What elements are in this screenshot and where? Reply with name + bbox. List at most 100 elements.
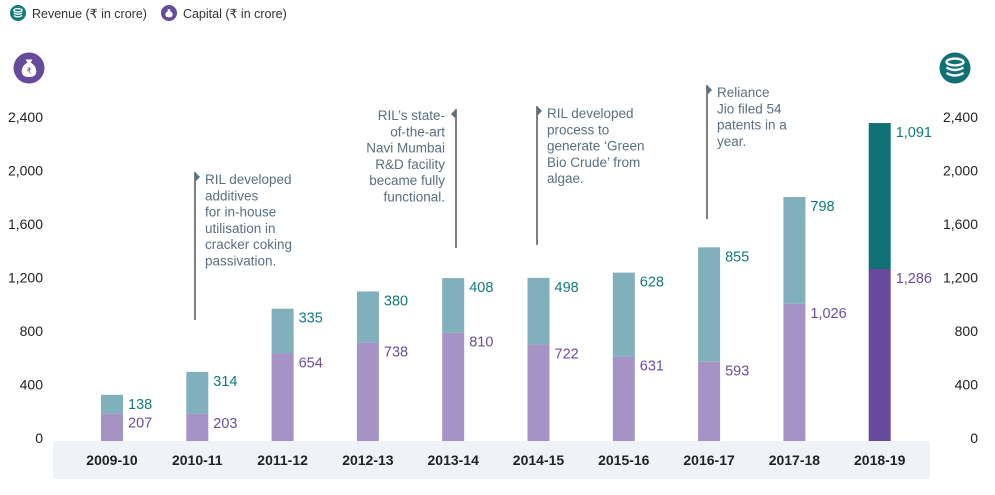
data-label-revenue: 335	[299, 311, 323, 327]
bar-capital	[527, 344, 550, 441]
annotation-line-text: RIL’s state-	[378, 108, 445, 123]
bar-capital	[698, 361, 721, 441]
y-tick-label-left: 1,200	[8, 270, 43, 286]
annotation-line-text: became fully	[369, 173, 445, 188]
y-tick-label-left: 0	[35, 430, 43, 446]
coins-stack-icon	[10, 5, 26, 21]
coins-stack-icon	[939, 52, 971, 84]
annotation-line-text: cracker coking	[205, 237, 292, 252]
x-axis-band	[53, 441, 930, 479]
data-label-revenue: 380	[384, 293, 408, 309]
x-tick-label: 2018-19	[854, 452, 906, 468]
bar-revenue	[527, 277, 550, 345]
x-tick-label: 2015-16	[598, 452, 650, 468]
annotation-line-text: year.	[717, 134, 746, 149]
data-label-capital: 593	[725, 364, 749, 380]
data-label-capital: 1,026	[810, 306, 846, 322]
x-tick-label: 2010-11	[172, 452, 223, 468]
bar-revenue	[356, 291, 379, 343]
y-tick-label-right: 1,200	[943, 270, 978, 286]
annotation-line-text: algae.	[547, 171, 584, 186]
y-tick-label-left: 1,600	[8, 216, 43, 232]
y-tick-label-right: 400	[955, 377, 979, 393]
annotation-arrow-icon	[537, 106, 542, 116]
bar-capital	[186, 413, 209, 441]
annotation-line-text: R&D facility	[375, 157, 445, 172]
x-tick-label: 2014-15	[513, 452, 565, 468]
annotation-line-text: RIL developed	[547, 106, 634, 121]
bar-capital	[101, 413, 123, 441]
x-tick-label: 2013-14	[428, 452, 480, 468]
annotation-line-text: utilisation in	[205, 221, 276, 236]
y-tick-label-left: 2,400	[8, 109, 43, 125]
bar-revenue	[783, 197, 806, 304]
annotation-line-text: functional.	[383, 190, 445, 205]
annotation-arrow-icon	[451, 109, 456, 119]
annotation-line-text: patents in a	[717, 118, 787, 133]
legend-label-capital: Capital (₹ in crore)	[182, 6, 287, 21]
bar-capital	[868, 268, 891, 441]
bars: 138 207 314 203 335 654 380 738 408 810 498 722 628 6…	[101, 123, 932, 441]
bar-capital	[783, 303, 806, 441]
annotation-text: RIL developed additives for in-house utilis…	[205, 172, 292, 269]
data-label-revenue: 498	[555, 280, 579, 296]
annotation: RIL’s state-of-the-art Navi Mumbai R&D fac…	[366, 108, 457, 248]
y-tick-label-left: 2,000	[8, 163, 43, 179]
bar-capital	[356, 342, 379, 441]
data-label-capital: 810	[469, 335, 493, 351]
data-label-capital: 631	[640, 359, 664, 375]
data-label-revenue: 628	[640, 275, 664, 291]
annotation-line-text: generate ‘Green	[547, 139, 645, 154]
bar-revenue	[698, 247, 721, 362]
legend-item-capital: Capital (₹ in crore)	[160, 5, 287, 21]
data-label-capital: 654	[299, 356, 323, 372]
x-tick-label: 2011-12	[257, 452, 308, 468]
x-tick-label: 2009-10	[86, 452, 138, 468]
svg-text:₹: ₹	[26, 67, 31, 76]
annotation-line-text: for in-house	[205, 205, 276, 220]
data-label-revenue: 1,091	[896, 125, 932, 141]
annotation-line-text: Bio Crude’ from	[547, 155, 640, 170]
bar-revenue	[101, 394, 123, 414]
annotation: RIL developed additives for in-house utilis…	[194, 172, 292, 320]
data-label-revenue: 314	[213, 374, 237, 390]
y-tick-label-right: 1,600	[943, 216, 978, 232]
bar-capital	[612, 356, 635, 441]
annotation-arrow-icon	[195, 172, 200, 182]
annotation-text: RIL developed process to generate ‘Green Bi…	[547, 106, 645, 186]
annotation-line-text: of-the-art	[390, 124, 445, 139]
data-label-capital: 738	[384, 344, 408, 360]
annotation-arrow-icon	[707, 85, 712, 95]
annotation-line-text: RIL developed	[205, 172, 292, 187]
bar-revenue	[271, 308, 294, 354]
data-label-revenue: 855	[725, 249, 749, 265]
data-label-capital: 1,286	[896, 271, 932, 287]
legend-item-revenue: Revenue (₹ in crore)	[10, 5, 147, 21]
annotation-line-text: Navi Mumbai	[366, 141, 445, 156]
x-tick-label: 2016-17	[683, 452, 735, 468]
data-label-capital: 207	[128, 415, 152, 431]
y-tick-label-right: 0	[970, 430, 978, 446]
y-tick-label-right: 2,400	[943, 109, 978, 125]
bar-revenue	[442, 278, 465, 333]
data-label-capital: 203	[213, 416, 237, 432]
annotation-line-text: Jio filed 54	[717, 101, 782, 116]
data-label-capital: 722	[555, 346, 579, 362]
bar-revenue	[612, 272, 635, 357]
bar-capital	[442, 332, 465, 441]
bar-revenue	[868, 123, 891, 269]
annotation-line-text: additives	[205, 188, 259, 203]
annotation-text: RIL’s state-of-the-art Navi Mumbai R&D fac…	[366, 108, 445, 205]
x-tick-label: 2017-18	[769, 452, 821, 468]
y-axis-right: 0 400 800 1,200 1,600 2,000 2,400	[943, 109, 978, 446]
data-label-revenue: 138	[128, 397, 152, 413]
x-tick-label: 2012-13	[342, 452, 394, 468]
data-label-revenue: 798	[810, 199, 834, 215]
money-bag-icon	[160, 5, 177, 21]
bar-capital	[271, 353, 294, 441]
annotation: RIL developed process to generate ‘Green Bi…	[536, 106, 645, 245]
annotation-line-text: Reliance	[717, 85, 770, 100]
annotations: RIL developed additives for in-house utilis…	[194, 85, 787, 320]
legend: Revenue (₹ in crore) Capital (₹ in crore…	[10, 5, 301, 21]
